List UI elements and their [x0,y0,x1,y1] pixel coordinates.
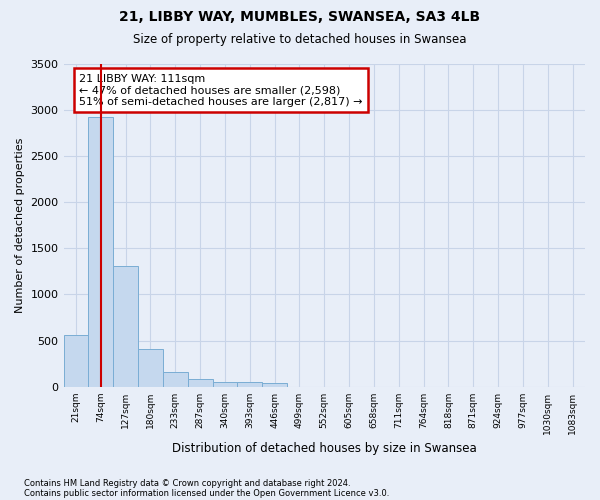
Bar [64,335,88,386]
Bar [262,383,287,386]
Bar [88,118,113,386]
Bar [212,382,238,386]
Bar [188,380,212,386]
Text: Contains public sector information licensed under the Open Government Licence v3: Contains public sector information licen… [24,488,389,498]
Text: Size of property relative to detached houses in Swansea: Size of property relative to detached ho… [133,32,467,46]
X-axis label: Distribution of detached houses by size in Swansea: Distribution of detached houses by size … [172,442,476,455]
Y-axis label: Number of detached properties: Number of detached properties [15,138,25,313]
Text: 21 LIBBY WAY: 111sqm
← 47% of detached houses are smaller (2,598)
51% of semi-de: 21 LIBBY WAY: 111sqm ← 47% of detached h… [79,74,362,107]
Bar [238,382,262,386]
Bar [138,349,163,387]
Text: Contains HM Land Registry data © Crown copyright and database right 2024.: Contains HM Land Registry data © Crown c… [24,478,350,488]
Bar [113,266,138,386]
Bar [163,372,188,386]
Text: 21, LIBBY WAY, MUMBLES, SWANSEA, SA3 4LB: 21, LIBBY WAY, MUMBLES, SWANSEA, SA3 4LB [119,10,481,24]
